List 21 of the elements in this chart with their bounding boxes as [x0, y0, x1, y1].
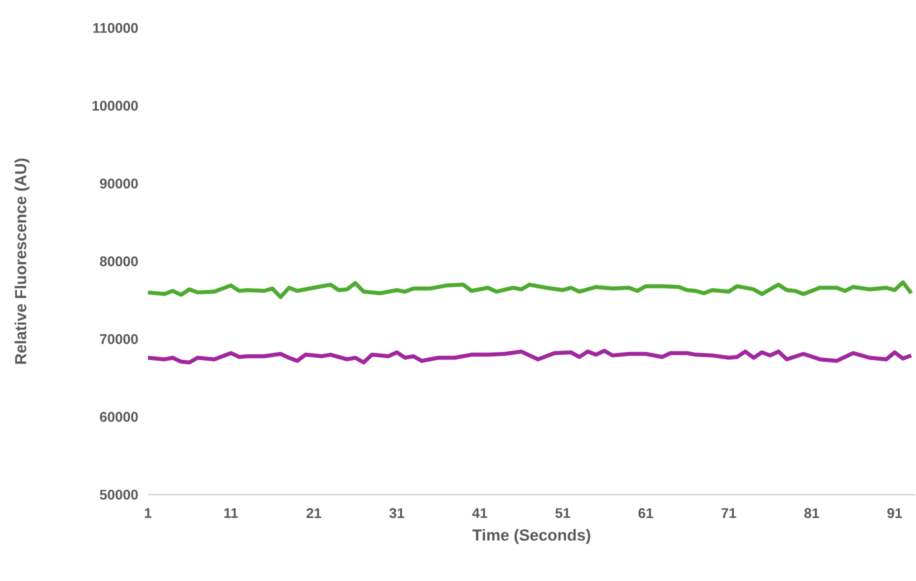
x-tick-label: 31: [389, 508, 404, 518]
x-tick-label: 1: [144, 508, 152, 518]
line-series: [148, 280, 914, 300]
x-tick-label: 11: [224, 508, 238, 518]
x-tick-label: 21: [306, 508, 322, 518]
x-tick-label: 41: [472, 508, 488, 518]
y-tick-label: 100000: [92, 100, 138, 111]
x-tick-label: 71: [722, 508, 736, 518]
x-tick-label: 91: [887, 508, 902, 518]
x-tick-label: 51: [555, 508, 570, 518]
x-axis-title: Time (Seconds): [472, 529, 590, 544]
y-tick-label: 90000: [100, 178, 138, 189]
y-tick-label: 70000: [100, 334, 138, 344]
x-tick-label: 81: [804, 508, 820, 518]
y-tick-label: 50000: [100, 490, 138, 500]
x-tick-label: 61: [638, 508, 654, 518]
y-axis-title: Relative Fluorescence (AU): [14, 158, 30, 364]
y-tick-label: 60000: [100, 412, 138, 422]
y-tick-label: 110000: [93, 23, 138, 34]
y-tick-label: 80000: [100, 256, 138, 266]
line-series: [148, 348, 914, 365]
